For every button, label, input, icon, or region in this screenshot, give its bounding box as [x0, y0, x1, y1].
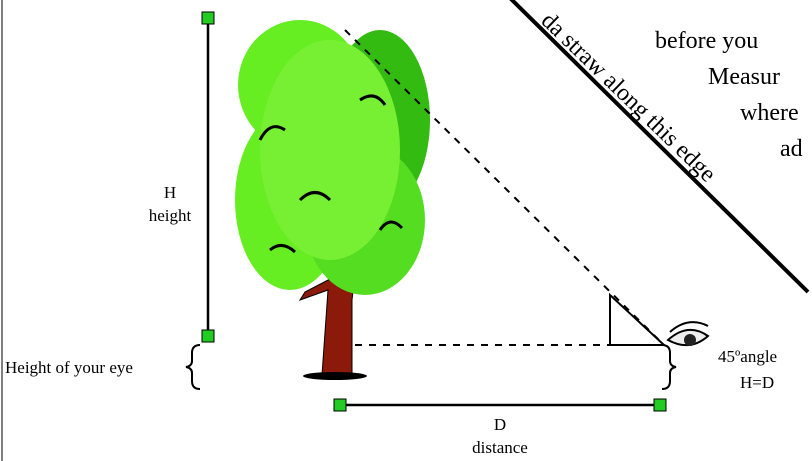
paper-text: ad	[780, 136, 803, 162]
eye-height-label: Height of your eye	[5, 358, 133, 377]
handle	[333, 398, 347, 412]
eye	[666, 321, 710, 347]
triangle	[609, 292, 667, 346]
paper-text: Measur	[708, 64, 780, 90]
handle	[653, 398, 667, 412]
label-bg	[135, 178, 201, 223]
paper-text: where	[740, 100, 799, 126]
paper-edge	[509, 0, 810, 294]
handle	[201, 11, 215, 25]
d-label: D	[494, 415, 506, 434]
sight-line	[344, 29, 665, 346]
equation-label: H=D	[740, 373, 774, 392]
height-label: height	[149, 206, 192, 225]
angle-label: 45ºangle	[718, 347, 777, 366]
handle	[201, 329, 215, 343]
brace	[185, 344, 201, 390]
brace	[661, 344, 677, 390]
h-label: H	[164, 183, 176, 202]
paper-text: before you	[655, 28, 758, 54]
distance-label: distance	[472, 438, 528, 457]
tree	[235, 20, 430, 380]
